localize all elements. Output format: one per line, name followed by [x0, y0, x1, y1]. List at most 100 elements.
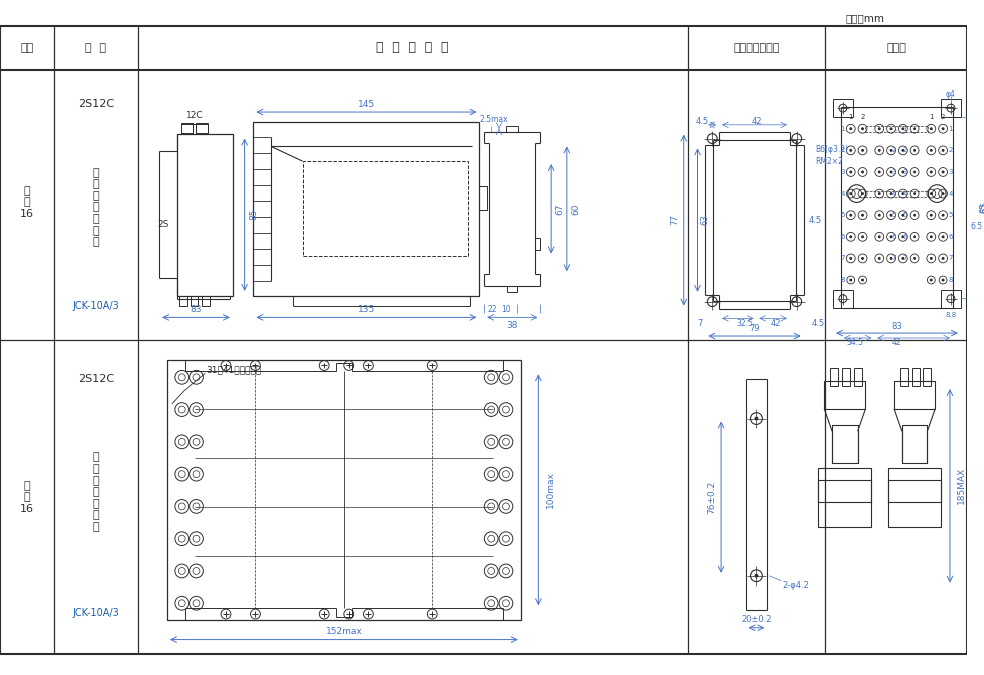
Circle shape: [930, 257, 933, 260]
Bar: [830, 369, 838, 386]
Circle shape: [901, 192, 904, 195]
Text: 42: 42: [892, 338, 900, 348]
Bar: [819, 481, 872, 502]
Circle shape: [942, 257, 945, 260]
Text: 附
图
16: 附 图 16: [20, 481, 34, 514]
Text: 2S12C: 2S12C: [78, 99, 114, 109]
Circle shape: [861, 192, 864, 195]
Text: 3: 3: [902, 169, 907, 175]
Circle shape: [878, 214, 881, 217]
Text: B6(φ3.2): B6(φ3.2): [816, 145, 848, 154]
Text: 12C: 12C: [186, 111, 204, 120]
Circle shape: [890, 214, 892, 217]
Circle shape: [878, 171, 881, 173]
Bar: [832, 425, 858, 463]
Bar: [179, 296, 187, 306]
Text: 2: 2: [949, 147, 953, 153]
Bar: [911, 369, 919, 386]
Bar: [177, 134, 233, 296]
Text: 1: 1: [949, 126, 953, 132]
Bar: [819, 468, 872, 526]
Circle shape: [942, 214, 945, 217]
Text: 5: 5: [892, 212, 896, 218]
Text: 1: 1: [902, 126, 907, 132]
Circle shape: [930, 171, 933, 173]
Circle shape: [901, 257, 904, 260]
Text: 63: 63: [701, 215, 709, 225]
Circle shape: [861, 236, 864, 238]
Text: 7: 7: [902, 255, 907, 261]
Circle shape: [755, 416, 759, 421]
Circle shape: [878, 149, 881, 152]
Bar: [254, 122, 479, 296]
Text: 4.5: 4.5: [812, 319, 825, 328]
Text: 单位：mm: 单位：mm: [845, 13, 885, 23]
Circle shape: [861, 257, 864, 260]
Text: 凸
出
式
板
前
接
线: 凸 出 式 板 前 接 线: [92, 452, 99, 532]
Text: 7: 7: [949, 255, 953, 261]
Text: 85: 85: [980, 202, 984, 213]
Text: 4: 4: [902, 190, 907, 196]
Text: 7: 7: [698, 319, 704, 328]
Text: 5: 5: [840, 212, 845, 218]
Text: 端子图: 端子图: [886, 43, 906, 53]
Text: 4: 4: [892, 190, 896, 196]
Bar: [479, 186, 487, 211]
Circle shape: [942, 279, 945, 281]
Text: 2: 2: [902, 147, 907, 153]
Circle shape: [849, 192, 852, 195]
Circle shape: [901, 214, 904, 217]
Circle shape: [890, 171, 892, 173]
Text: 2.5max: 2.5max: [480, 115, 509, 124]
Text: 3: 3: [840, 169, 845, 175]
Circle shape: [861, 128, 864, 130]
Circle shape: [878, 128, 881, 130]
Bar: [866, 126, 928, 132]
Bar: [841, 107, 953, 308]
Text: 1: 1: [892, 126, 896, 132]
Text: 8.8: 8.8: [946, 313, 956, 319]
Text: RM2×2: RM2×2: [816, 157, 843, 165]
Circle shape: [861, 214, 864, 217]
Text: 185MAX: 185MAX: [957, 467, 966, 504]
Text: 2S: 2S: [157, 219, 169, 229]
Circle shape: [930, 128, 933, 130]
Circle shape: [849, 149, 852, 152]
Text: 100max: 100max: [546, 471, 555, 508]
Text: 2: 2: [892, 147, 896, 153]
Circle shape: [913, 149, 916, 152]
Text: 5: 5: [949, 212, 953, 218]
Bar: [894, 381, 935, 409]
Text: 31、41为电流端子: 31、41为电流端子: [207, 365, 262, 374]
Text: 1: 1: [848, 114, 853, 120]
Bar: [833, 99, 853, 117]
Bar: [833, 290, 853, 308]
Text: 凸
出
式
板
后
接
线: 凸 出 式 板 后 接 线: [92, 167, 99, 247]
Text: 1: 1: [929, 114, 934, 120]
Text: 145: 145: [358, 100, 375, 109]
Circle shape: [861, 149, 864, 152]
Text: JCK-10A/3: JCK-10A/3: [73, 608, 119, 618]
Circle shape: [890, 236, 892, 238]
Text: 83: 83: [190, 305, 202, 314]
Bar: [889, 468, 941, 526]
Circle shape: [930, 192, 933, 195]
Text: 3: 3: [892, 169, 896, 175]
Bar: [889, 481, 941, 502]
Circle shape: [849, 236, 852, 238]
Text: 77: 77: [670, 215, 679, 225]
Circle shape: [861, 279, 864, 281]
Circle shape: [849, 128, 852, 130]
Circle shape: [901, 128, 904, 130]
Circle shape: [913, 171, 916, 173]
Text: 152max: 152max: [326, 627, 362, 637]
Text: 2: 2: [860, 114, 865, 120]
Circle shape: [901, 236, 904, 238]
Bar: [923, 369, 931, 386]
Text: 2S12C: 2S12C: [78, 374, 114, 384]
Circle shape: [913, 257, 916, 260]
Circle shape: [849, 171, 852, 173]
Text: 附
图
16: 附 图 16: [20, 186, 34, 219]
Circle shape: [878, 257, 881, 260]
Bar: [900, 369, 907, 386]
